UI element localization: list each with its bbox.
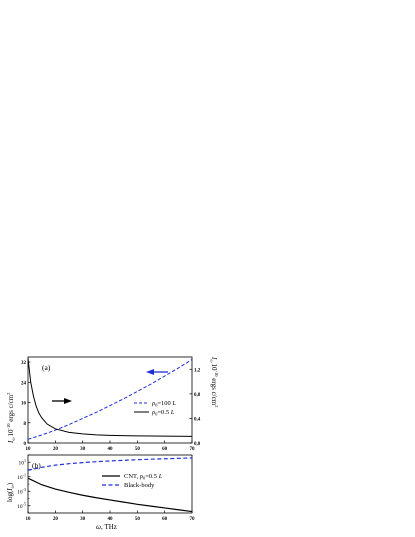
a-ltick-label: 0 [24,442,27,447]
panel-b-frame [27,454,193,514]
b-series-line-1 [27,457,193,471]
a-xtick-label: 40 [108,447,114,452]
panel-a-label: (a) [42,363,51,372]
panel-a-legend: ρ0=100 L ρ0=0.5 L [134,400,176,417]
b-xtick-label: 40 [108,517,114,522]
a-rtick-label: 0,4 [194,417,201,422]
a-ltick-label: 24 [21,381,27,386]
a-xtick-label: 30 [80,447,86,452]
b-ytick-label: 10-1 [17,472,26,481]
b-series-line-0 [27,477,193,513]
panel-b: 10 20 30 40 50 60 70 101 10-1 10-3 10-5 (b) CNT, … [6,454,196,531]
b-ytick-label: 10-5 [17,501,26,510]
panel-a-left-ylabel: Iω10-10 ergs c/cm2 [6,393,16,444]
b-xtick-label: 60 [162,517,168,522]
a-ltick-label: 16 [21,402,27,407]
arrow-left [146,369,168,375]
a-xtick-label: 70 [190,447,196,452]
panel-b-y-ticks: 101 10-1 10-3 10-5 [17,454,31,514]
legend-a-dashed: ρ0=100 L [151,400,176,408]
a-rtick-label: 0,0 [194,442,201,447]
legend-b-dashed: Black-body [124,482,155,489]
a-rtick-label: 0,8 [194,393,201,398]
panel-b-label: (b) [32,461,41,470]
a-ltick-label: 32 [21,361,27,366]
b-ytick-label: 10-3 [17,487,26,496]
panel-a-left-ticks: 0 8 16 24 32 [21,361,31,447]
panel-a-right-ticks: 0,0 0,4 0,8 1,2 [189,368,201,447]
panel-b-series [27,457,193,513]
b-ytick-label: 101 [19,458,27,467]
panel-b-xlabel: ω, THz [96,523,117,531]
b-xtick-label: 20 [53,517,59,522]
b-xtick-label: 70 [190,517,196,522]
arrow-right [52,398,72,404]
panel-a: 10 20 30 40 50 60 70 0 8 16 24 32 0,0 0,4 0,8 1,2 (a)… [6,356,219,452]
legend-a-solid: ρ0=0.5 L [151,409,175,417]
legend-b-solid: CNT, ρ0=0.5 L [124,473,163,481]
a-series-line-0 [27,359,193,440]
a-xtick-label: 50 [135,447,141,452]
panel-a-series [27,358,193,440]
panel-b-ylabel: log(Iω) [6,482,15,502]
a-xtick-label: 60 [162,447,168,452]
b-xtick-label: 10 [26,517,32,522]
a-xtick-label: 20 [53,447,59,452]
b-xtick-label: 50 [135,517,141,522]
a-rtick-label: 1,2 [194,368,201,373]
panel-b-legend: CNT, ρ0=0.5 L Black-body [102,473,163,489]
a-xtick-label: 10 [26,447,32,452]
a-ltick-label: 8 [24,422,27,427]
a-series-line-1 [27,358,193,437]
panel-b-x-ticks: 10 20 30 40 50 60 70 [26,510,196,522]
panel-a-right-ylabel: Iω10-10 ergs c/cm2 [210,356,220,407]
b-xtick-label: 30 [80,517,86,522]
panel-a-x-ticks: 10 20 30 40 50 60 70 [26,440,196,452]
